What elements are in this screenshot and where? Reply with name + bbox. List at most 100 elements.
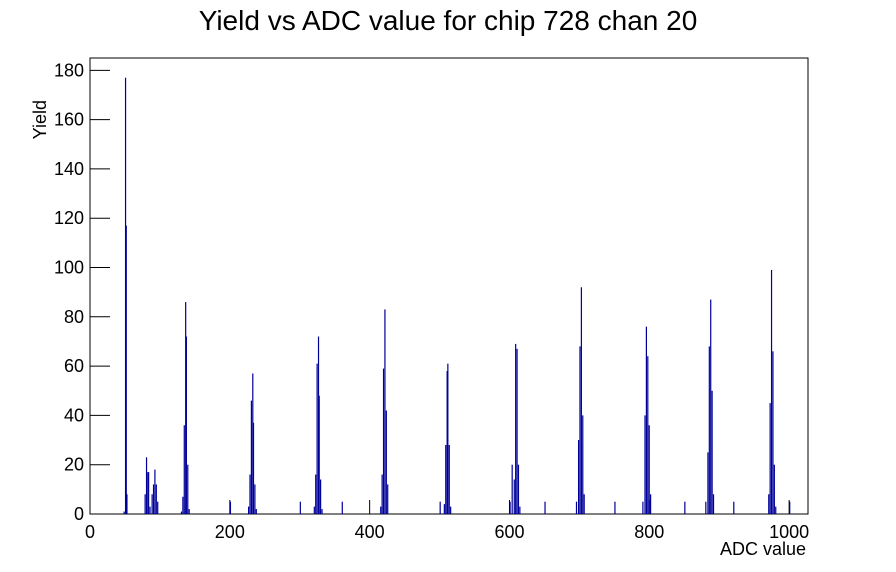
bar [733, 501, 735, 514]
bar [769, 403, 771, 514]
bar [229, 501, 232, 514]
bar [711, 390, 713, 514]
y-axis-label: Yield [30, 100, 50, 139]
bar [648, 425, 650, 514]
bar [248, 506, 250, 514]
bar [513, 479, 515, 514]
bar [321, 509, 323, 514]
bar [313, 506, 315, 514]
x-tick-label: 800 [634, 522, 664, 542]
bar [317, 336, 320, 514]
y-tick-label: 100 [54, 258, 84, 278]
bar [155, 484, 157, 514]
bar [773, 464, 775, 514]
bar [126, 494, 128, 514]
y-tick-label: 180 [54, 60, 84, 80]
bar [180, 511, 183, 514]
y-tick-label: 0 [74, 504, 84, 524]
bar [149, 506, 151, 514]
y-tick-label: 140 [54, 159, 84, 179]
bar [151, 494, 153, 514]
bar [254, 484, 256, 514]
bar [249, 474, 251, 514]
bar [318, 395, 320, 514]
bar [188, 509, 190, 514]
bar [124, 77, 127, 514]
bar [148, 472, 150, 514]
y-tick-label: 160 [54, 110, 84, 130]
x-tick-label: 400 [355, 522, 385, 542]
bar [252, 373, 254, 514]
chart-title: Yield vs ADC value for chip 728 chan 20 [199, 5, 698, 36]
bar [445, 444, 447, 514]
bar [250, 400, 252, 514]
bar [642, 501, 644, 514]
bar [645, 326, 648, 514]
y-tick-label: 60 [64, 356, 84, 376]
bar [684, 501, 686, 514]
bar [185, 336, 187, 514]
bar [341, 501, 343, 514]
bar [183, 425, 185, 514]
bar [579, 346, 581, 514]
bar [385, 410, 387, 514]
bar [123, 511, 125, 514]
bar [447, 363, 449, 514]
bar [644, 415, 646, 514]
y-tick-label: 40 [64, 405, 84, 425]
x-tick-label: 1000 [769, 522, 809, 542]
y-tick-label: 80 [64, 307, 84, 327]
bar [509, 501, 511, 514]
bar [387, 484, 389, 514]
bar [614, 501, 616, 514]
bar [770, 269, 773, 514]
bar [708, 346, 710, 514]
bar [583, 494, 585, 514]
x-tick-label: 200 [215, 522, 245, 542]
bar [152, 484, 155, 514]
bar [316, 363, 318, 514]
bar [157, 501, 159, 514]
bar [450, 506, 452, 514]
bar [647, 356, 649, 514]
bar [575, 501, 578, 514]
bar [519, 506, 521, 514]
bar [582, 415, 584, 514]
bar [154, 469, 156, 514]
bar [185, 302, 187, 514]
bar [146, 472, 148, 514]
bar [320, 479, 322, 514]
bar [144, 494, 146, 514]
x-axis-label: ADC value [720, 539, 806, 559]
y-tick-label: 120 [54, 208, 84, 228]
bar [252, 422, 255, 514]
bar [381, 474, 383, 514]
bar [544, 501, 546, 514]
bar [448, 444, 450, 514]
bar [772, 351, 774, 514]
bar [315, 474, 317, 514]
bar [255, 509, 257, 514]
bar [299, 501, 301, 514]
bar [775, 506, 777, 514]
bar [768, 494, 770, 514]
bar [145, 457, 148, 514]
bar [515, 343, 517, 514]
bar [789, 501, 791, 514]
bar [649, 494, 652, 514]
bar [580, 287, 582, 514]
bar [705, 501, 707, 514]
bar [382, 368, 385, 514]
bar [516, 348, 518, 514]
bar [182, 496, 184, 514]
bar [710, 299, 712, 514]
x-tick-label: 600 [494, 522, 524, 542]
x-tick-label: 0 [85, 522, 95, 542]
bar [443, 504, 445, 514]
bar [384, 309, 386, 514]
bar [125, 225, 127, 514]
bar [517, 464, 520, 514]
bar [707, 452, 709, 514]
